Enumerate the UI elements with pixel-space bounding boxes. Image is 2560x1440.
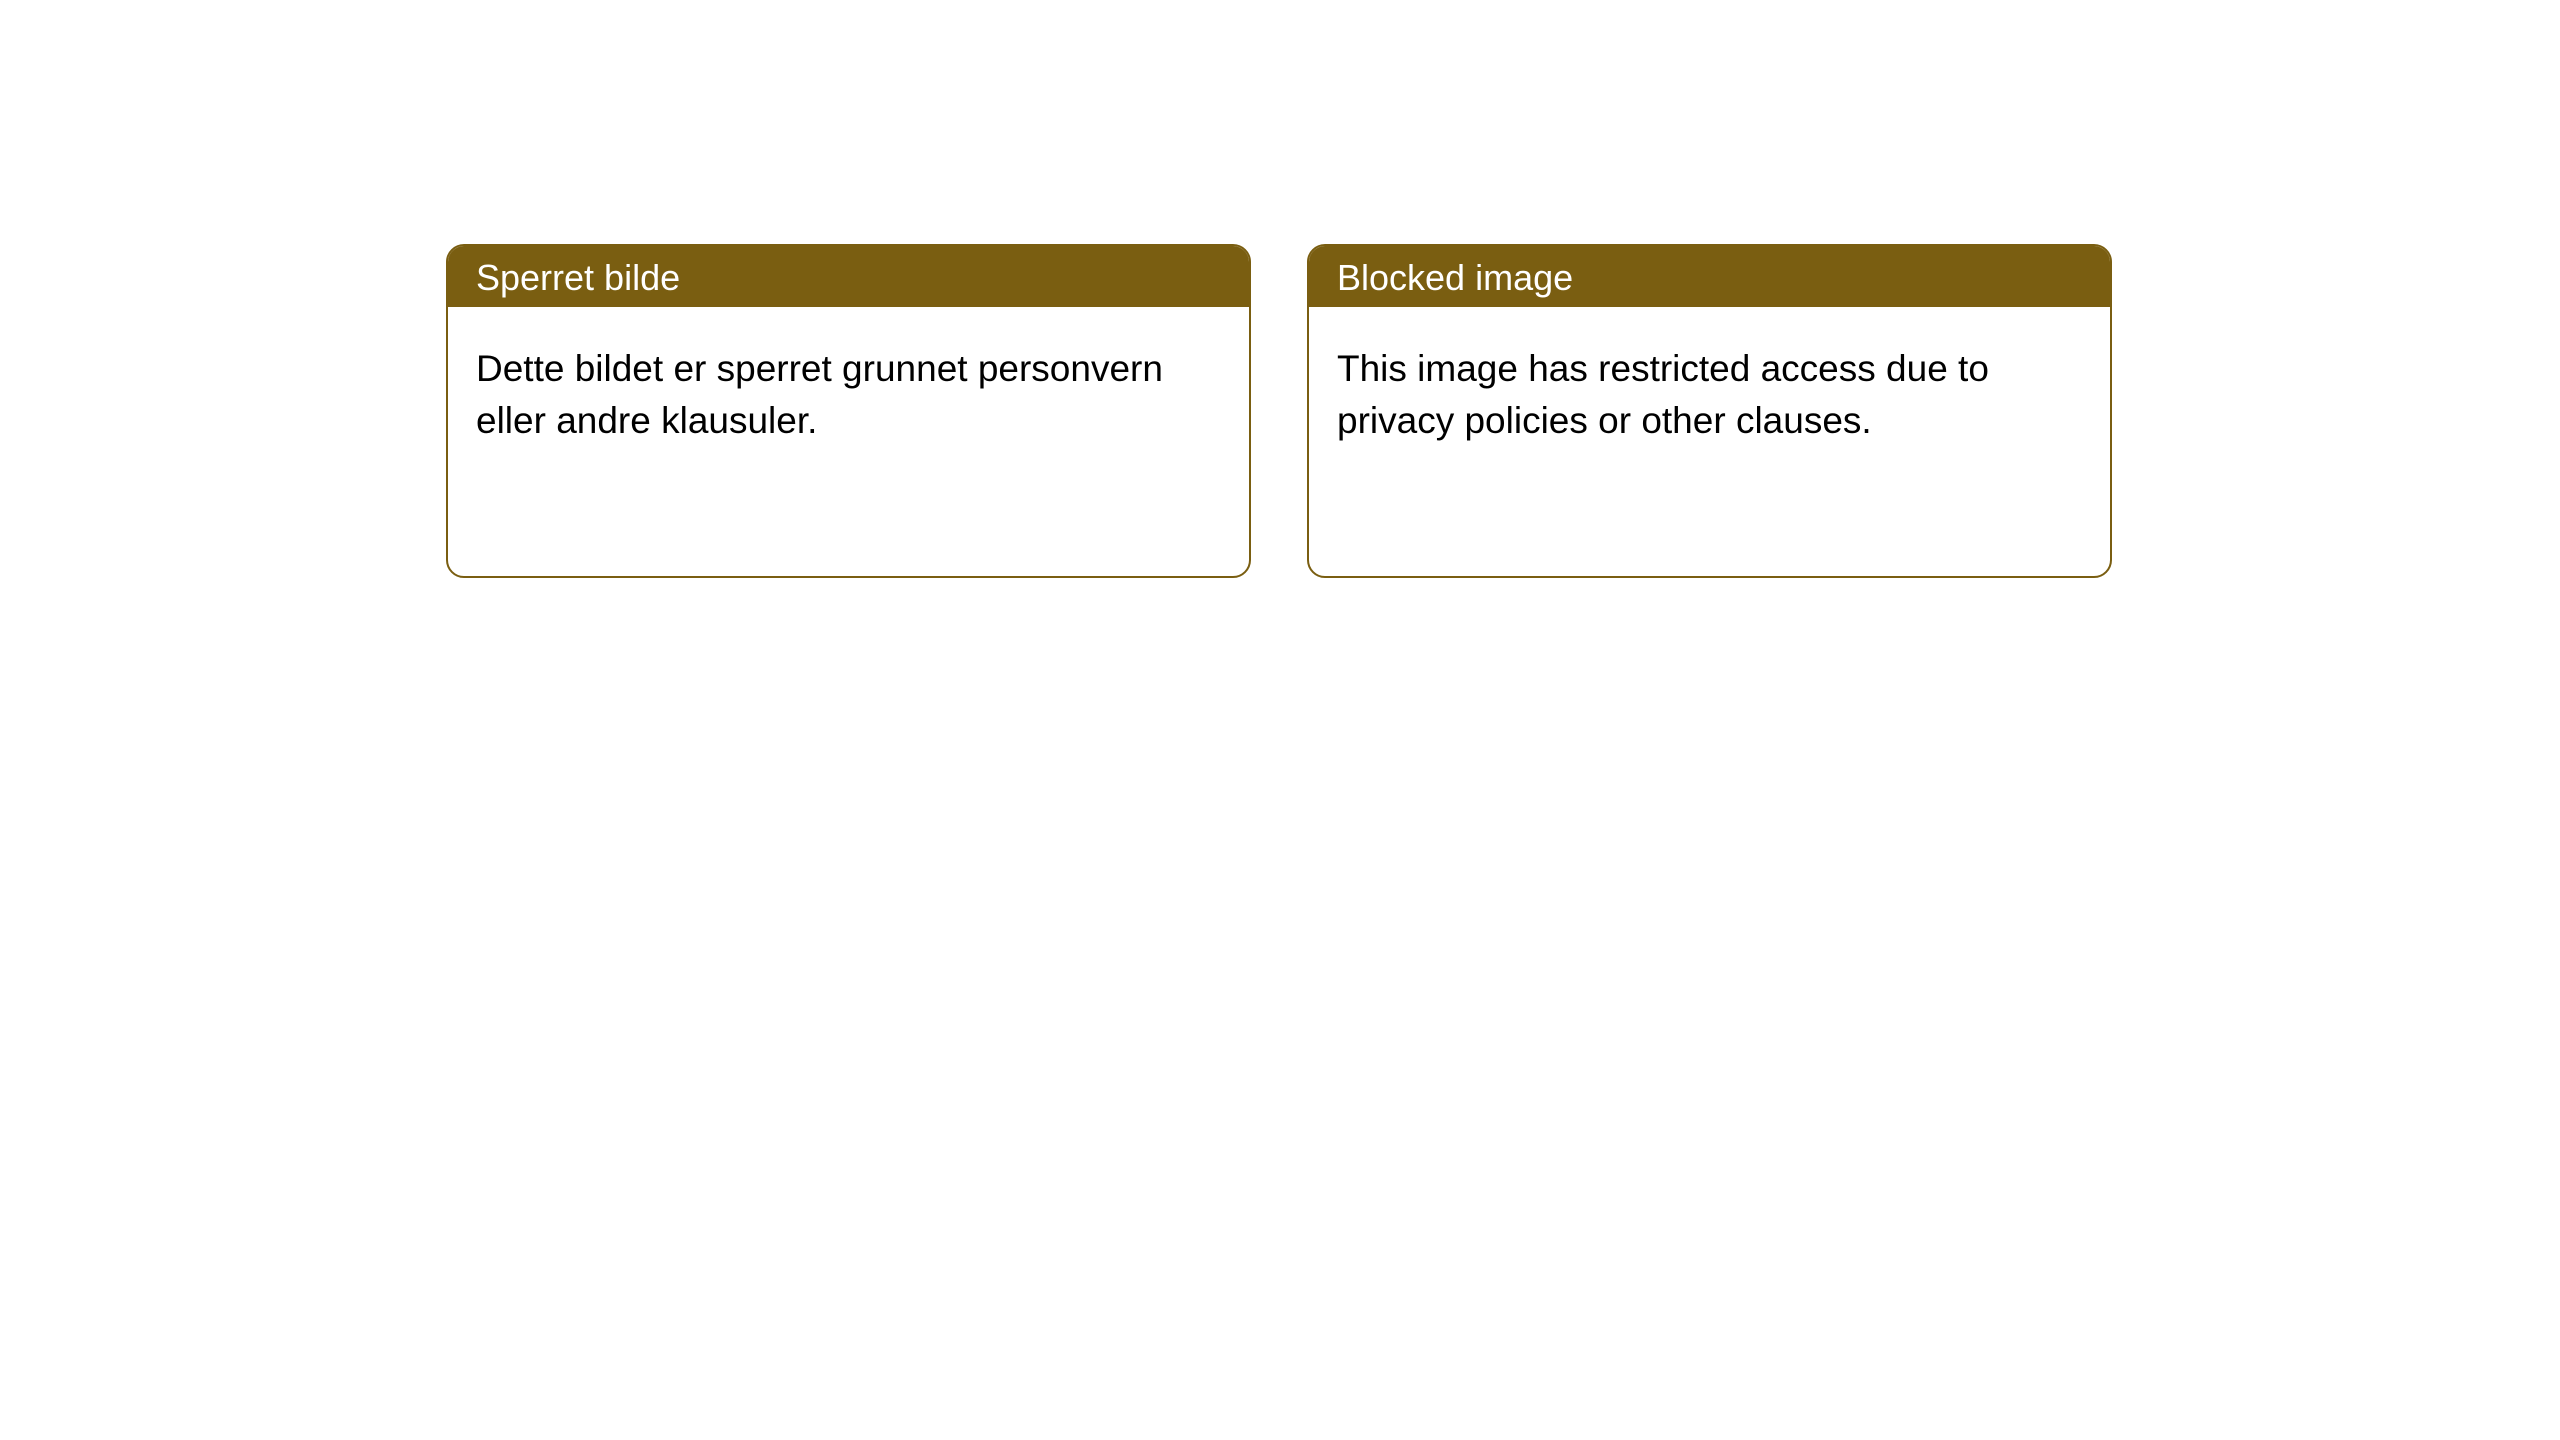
blocked-image-card-english: Blocked image This image has restricted … <box>1307 244 2112 578</box>
card-body: Dette bildet er sperret grunnet personve… <box>448 307 1249 483</box>
notice-container: Sperret bilde Dette bildet er sperret gr… <box>446 244 2112 578</box>
card-body: This image has restricted access due to … <box>1309 307 2110 483</box>
card-title: Sperret bilde <box>448 246 1249 307</box>
blocked-image-card-norwegian: Sperret bilde Dette bildet er sperret gr… <box>446 244 1251 578</box>
card-title: Blocked image <box>1309 246 2110 307</box>
